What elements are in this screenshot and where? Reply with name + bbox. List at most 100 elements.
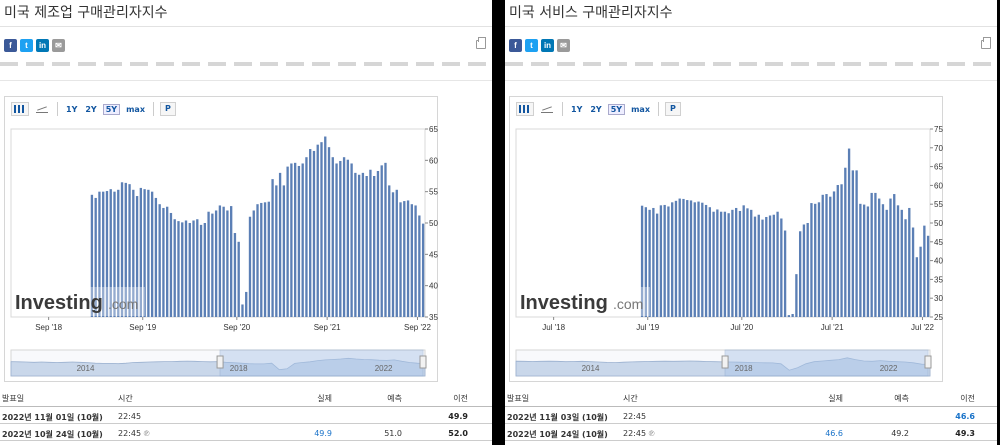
- bar[interactable]: [297, 165, 301, 317]
- bar[interactable]: [207, 211, 210, 317]
- bar[interactable]: [199, 224, 203, 317]
- bar[interactable]: [874, 192, 877, 317]
- bar[interactable]: [810, 203, 813, 317]
- bar[interactable]: [135, 196, 139, 317]
- bar[interactable]: [716, 209, 719, 317]
- bar[interactable]: [674, 200, 678, 317]
- bar[interactable]: [851, 170, 855, 317]
- bar[interactable]: [169, 212, 173, 317]
- bar[interactable]: [832, 191, 836, 317]
- bar[interactable]: [765, 216, 768, 317]
- bar[interactable]: [787, 315, 791, 317]
- bar[interactable]: [663, 204, 666, 317]
- bar[interactable]: [802, 224, 806, 318]
- line-chart-button[interactable]: [538, 102, 556, 116]
- bar[interactable]: [652, 207, 655, 317]
- linkedin-icon[interactable]: in: [541, 39, 554, 52]
- range-2y-button[interactable]: 2Y: [590, 104, 602, 114]
- bar[interactable]: [222, 206, 225, 317]
- bar[interactable]: [357, 174, 361, 317]
- p-button[interactable]: P: [664, 102, 681, 116]
- bar[interactable]: [410, 204, 413, 317]
- bar[interactable]: [814, 203, 817, 317]
- bar[interactable]: [731, 209, 734, 317]
- bar[interactable]: [881, 204, 885, 317]
- bar[interactable]: [847, 148, 851, 317]
- bar[interactable]: [105, 191, 109, 317]
- bar[interactable]: [742, 205, 745, 317]
- bar[interactable]: [388, 185, 391, 317]
- bar[interactable]: [214, 210, 218, 317]
- bar[interactable]: [94, 197, 97, 317]
- bar[interactable]: [904, 219, 907, 317]
- bar[interactable]: [376, 170, 380, 317]
- bar[interactable]: [320, 142, 323, 317]
- mail-icon[interactable]: ✉: [52, 39, 65, 52]
- bar[interactable]: [158, 204, 161, 317]
- bar[interactable]: [346, 159, 350, 317]
- bar[interactable]: [312, 150, 316, 317]
- range-5y-button[interactable]: 5Y: [102, 103, 121, 115]
- range-1y-button[interactable]: 1Y: [571, 104, 583, 114]
- bar[interactable]: [825, 194, 828, 317]
- bar[interactable]: [723, 211, 727, 317]
- bar[interactable]: [896, 205, 900, 317]
- bar[interactable]: [143, 189, 146, 317]
- bar[interactable]: [395, 189, 398, 317]
- bar[interactable]: [900, 209, 903, 317]
- bar[interactable]: [150, 191, 154, 317]
- bar[interactable]: [117, 189, 120, 317]
- bar[interactable]: [655, 213, 659, 317]
- bar[interactable]: [704, 204, 708, 317]
- bar[interactable]: [252, 210, 255, 317]
- bar[interactable]: [798, 231, 802, 317]
- bar[interactable]: [757, 214, 760, 317]
- bar[interactable]: [335, 163, 338, 317]
- bar[interactable]: [324, 136, 327, 317]
- bar[interactable]: [908, 207, 911, 317]
- bar[interactable]: [746, 208, 749, 317]
- bar[interactable]: [923, 225, 926, 317]
- bar[interactable]: [761, 219, 764, 317]
- navigator-selection[interactable]: [724, 349, 929, 377]
- bar[interactable]: [727, 213, 730, 317]
- bar[interactable]: [275, 185, 278, 317]
- bar[interactable]: [282, 185, 286, 317]
- print-icon[interactable]: [981, 37, 991, 49]
- navigator-handle[interactable]: [721, 355, 729, 369]
- linkedin-icon[interactable]: in: [36, 39, 49, 52]
- bar[interactable]: [648, 209, 651, 317]
- p-button[interactable]: P: [159, 102, 176, 116]
- bar[interactable]: [177, 221, 180, 317]
- bar[interactable]: [889, 198, 892, 317]
- bar[interactable]: [132, 189, 135, 317]
- bar[interactable]: [783, 230, 787, 317]
- bar[interactable]: [735, 207, 738, 317]
- bar[interactable]: [196, 219, 199, 317]
- bar[interactable]: [327, 147, 331, 317]
- bar[interactable]: [403, 201, 406, 317]
- bar[interactable]: [286, 166, 289, 317]
- bar[interactable]: [399, 202, 402, 317]
- bar[interactable]: [708, 207, 711, 317]
- bar[interactable]: [768, 215, 772, 317]
- bar[interactable]: [350, 163, 353, 317]
- bar[interactable]: [301, 163, 304, 317]
- bar[interactable]: [780, 218, 783, 317]
- bar[interactable]: [640, 205, 644, 317]
- bar[interactable]: [128, 184, 131, 317]
- bar[interactable]: [331, 157, 334, 317]
- bar[interactable]: [339, 160, 342, 317]
- bar[interactable]: [701, 202, 704, 317]
- bar[interactable]: [689, 200, 693, 317]
- bar[interactable]: [267, 201, 270, 317]
- bar[interactable]: [806, 223, 809, 317]
- bar[interactable]: [738, 210, 742, 317]
- bar[interactable]: [844, 167, 847, 317]
- bar[interactable]: [776, 211, 779, 317]
- bar[interactable]: [188, 223, 191, 317]
- bar-chart-button[interactable]: [11, 102, 29, 116]
- bar[interactable]: [373, 176, 376, 317]
- bar[interactable]: [369, 169, 372, 317]
- bar[interactable]: [184, 220, 188, 317]
